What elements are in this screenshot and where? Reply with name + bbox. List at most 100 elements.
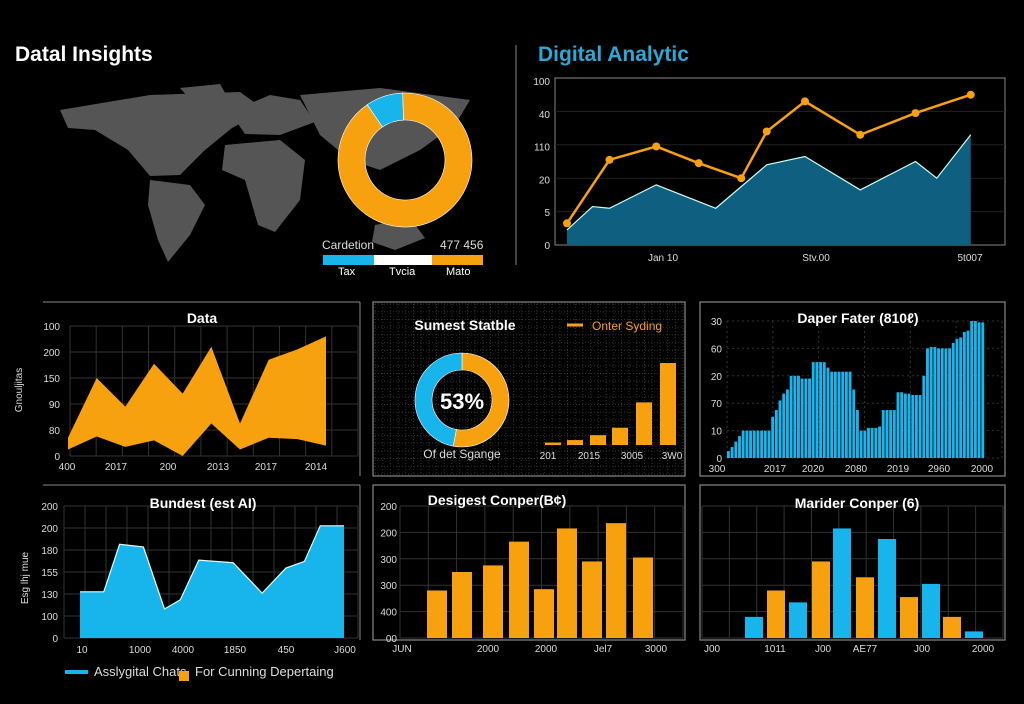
y-tick-label: 200 bbox=[41, 524, 58, 535]
y-tick-label: 200 bbox=[43, 348, 60, 359]
bar bbox=[763, 430, 767, 458]
bar bbox=[745, 616, 763, 638]
panel-border bbox=[699, 484, 1006, 641]
y-tick-label: 40 bbox=[539, 110, 551, 121]
bar bbox=[973, 321, 977, 458]
bar bbox=[955, 338, 959, 458]
bar bbox=[940, 348, 944, 458]
bar bbox=[900, 597, 918, 638]
bar bbox=[797, 375, 800, 458]
bar bbox=[830, 371, 834, 458]
line-point bbox=[966, 90, 975, 99]
x-tick-label: 300 bbox=[709, 464, 726, 475]
bar bbox=[841, 371, 845, 458]
bar bbox=[771, 416, 775, 458]
bar bbox=[734, 441, 738, 458]
bar bbox=[852, 389, 856, 458]
bar bbox=[966, 330, 970, 458]
x-tick-label: 2015 bbox=[578, 451, 601, 462]
y-tick-label: 155 bbox=[41, 568, 58, 579]
bar bbox=[878, 539, 896, 638]
y-tick-label: 300 bbox=[380, 555, 397, 566]
bar bbox=[981, 322, 985, 458]
y-axis-label: Esg lhj mue bbox=[20, 551, 31, 604]
line-point bbox=[762, 127, 771, 136]
bar bbox=[874, 427, 878, 458]
map-legend-item: Tvcia bbox=[389, 266, 416, 278]
page-title: Datal Insights bbox=[15, 43, 153, 66]
x-tick-label: 1000 bbox=[129, 645, 152, 656]
bar bbox=[962, 331, 966, 458]
bar bbox=[959, 337, 963, 458]
bar bbox=[730, 447, 734, 458]
bar bbox=[789, 602, 807, 638]
bar bbox=[612, 427, 628, 445]
y-tick-label: 00 bbox=[386, 634, 398, 645]
bar bbox=[900, 392, 904, 458]
y-tick-label: 180 bbox=[41, 546, 58, 557]
bar bbox=[944, 348, 948, 458]
map-legend-value: 477 456 bbox=[440, 238, 484, 252]
x-tick-label: 10 bbox=[76, 645, 88, 656]
x-tick-label: J600 bbox=[334, 645, 356, 656]
bar bbox=[483, 565, 503, 638]
line-point bbox=[563, 219, 571, 228]
bar bbox=[767, 430, 771, 458]
map-north-america bbox=[60, 92, 265, 176]
bar bbox=[859, 430, 863, 458]
bar bbox=[636, 402, 652, 445]
bar bbox=[870, 427, 874, 458]
y-tick-label: 10 bbox=[711, 427, 723, 438]
x-tick-label: JUN bbox=[392, 644, 411, 655]
x-tick-label: 2000 bbox=[535, 644, 558, 655]
bar bbox=[727, 451, 730, 458]
bar bbox=[922, 375, 926, 458]
bar bbox=[970, 321, 974, 458]
x-tick-label: 2013 bbox=[207, 462, 230, 473]
bar bbox=[633, 557, 653, 638]
bar bbox=[863, 430, 867, 458]
bar bbox=[745, 430, 749, 458]
bar bbox=[837, 371, 841, 458]
bar bbox=[833, 528, 851, 638]
y-tick-label: 0 bbox=[716, 454, 722, 465]
x-tick-label: J00 bbox=[914, 644, 931, 655]
y-axis-label: Gnouljitas bbox=[14, 368, 25, 412]
y-tick-label: 200 bbox=[41, 502, 58, 513]
y-tick-label: 200 bbox=[380, 528, 397, 539]
bar bbox=[885, 410, 889, 458]
bar bbox=[782, 393, 786, 458]
bar bbox=[943, 616, 961, 638]
panel-border bbox=[372, 301, 686, 477]
bar bbox=[778, 400, 782, 458]
legend-bar-tvcia bbox=[374, 255, 432, 265]
line-point bbox=[911, 109, 920, 118]
legend-label: Onter Syding bbox=[592, 319, 662, 333]
y-tick-label: 150 bbox=[43, 374, 60, 385]
x-tick-label: 2020 bbox=[802, 464, 825, 475]
bar bbox=[804, 378, 808, 458]
x-tick-label: 201 bbox=[540, 451, 557, 462]
y-tick-label: 100 bbox=[43, 322, 60, 333]
donut-center-value: 53% bbox=[440, 389, 484, 414]
bar bbox=[545, 442, 561, 445]
bar bbox=[774, 410, 778, 458]
bar bbox=[567, 440, 583, 445]
map-europe bbox=[230, 95, 315, 135]
x-tick-label: Jan 10 bbox=[648, 253, 678, 264]
bar bbox=[948, 348, 952, 458]
line-point bbox=[856, 130, 865, 139]
x-tick-label: 3W0 bbox=[662, 451, 683, 462]
x-tick-label: 2014 bbox=[305, 462, 328, 473]
bar bbox=[918, 394, 922, 458]
x-tick-label: 3000 bbox=[645, 644, 668, 655]
bar bbox=[907, 393, 911, 458]
donut-caption: Of det Sgange bbox=[423, 447, 501, 461]
y-tick-label: 300 bbox=[380, 581, 397, 592]
x-tick-label: 4000 bbox=[172, 645, 195, 656]
line-series bbox=[565, 93, 972, 224]
y-tick-label: 30 bbox=[711, 317, 723, 328]
x-tick-label: Jel7 bbox=[594, 644, 613, 655]
chart-title: Bundest (est AI) bbox=[150, 495, 257, 511]
x-tick-label: 2017 bbox=[105, 462, 128, 473]
